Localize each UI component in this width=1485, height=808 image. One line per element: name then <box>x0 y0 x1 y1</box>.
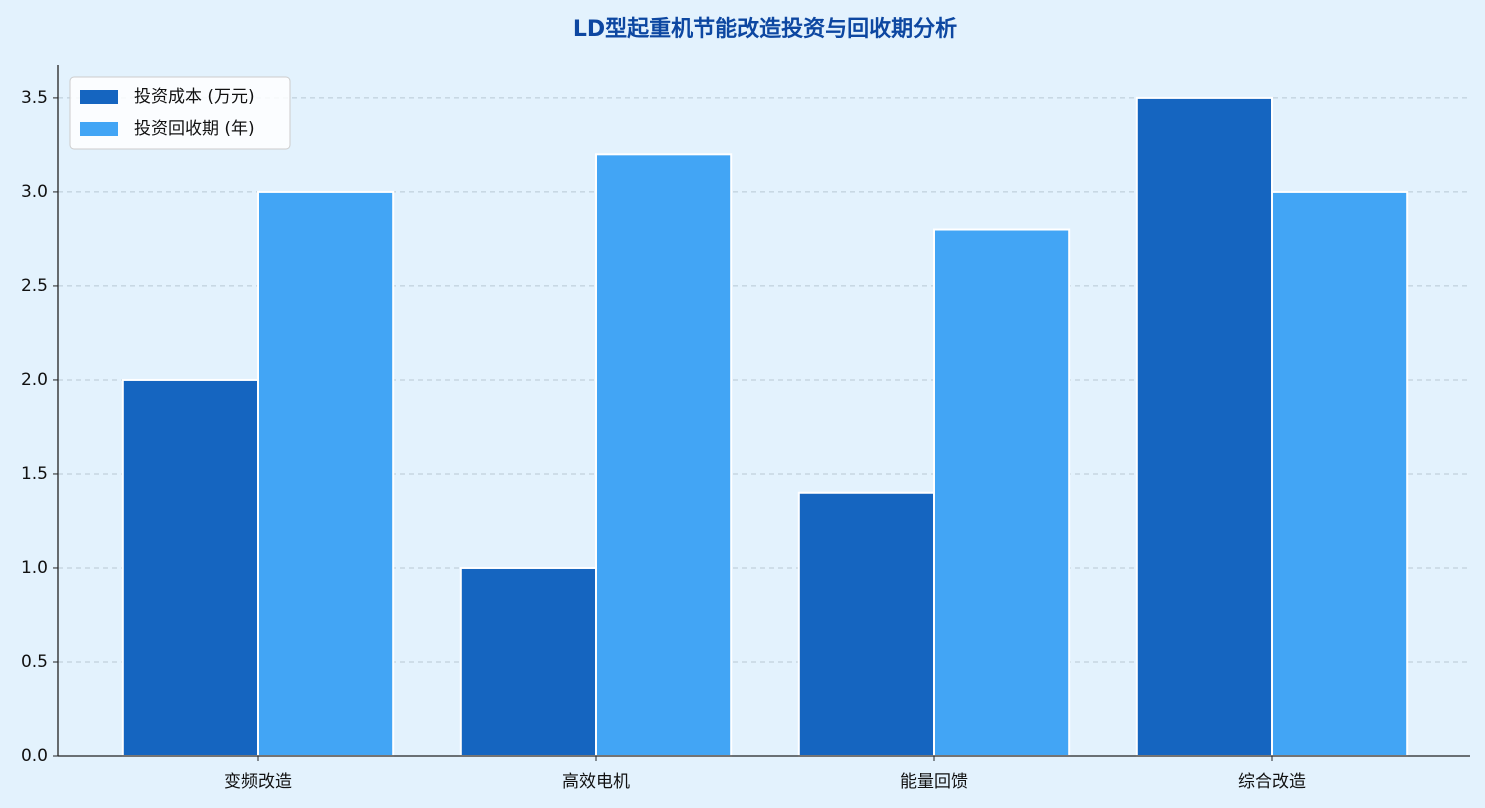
y-tick-label: 2.0 <box>21 370 48 390</box>
legend-swatch <box>80 90 118 104</box>
bar <box>933 228 1071 757</box>
legend-label: 投资回收期 (年) <box>134 119 255 139</box>
bar <box>797 491 935 757</box>
bar <box>595 153 733 757</box>
y-tick-label: 1.5 <box>21 464 48 484</box>
bar <box>459 566 597 757</box>
y-tick-label: 2.5 <box>21 276 48 296</box>
x-tick-label: 高效电机 <box>562 772 630 792</box>
x-tick-label: 变频改造 <box>224 772 292 792</box>
legend-box <box>69 76 291 150</box>
x-tick-label: 能量回馈 <box>900 772 968 792</box>
x-tick-label: 综合改造 <box>1238 772 1306 792</box>
chart-title: LD型起重机节能改造投资与回收期分析 <box>573 16 957 42</box>
y-tick-label: 3.0 <box>21 182 48 202</box>
legend-swatch <box>80 122 118 136</box>
y-tick-label: 0.5 <box>21 652 48 672</box>
y-tick-label: 0.0 <box>21 746 48 766</box>
legend-label: 投资成本 (万元) <box>134 87 255 107</box>
bar <box>1135 96 1274 757</box>
y-tick-label: 3.5 <box>21 88 48 108</box>
bar <box>121 378 259 757</box>
y-tick-label: 1.0 <box>21 558 48 578</box>
bar <box>1271 190 1409 757</box>
bar <box>257 190 395 757</box>
